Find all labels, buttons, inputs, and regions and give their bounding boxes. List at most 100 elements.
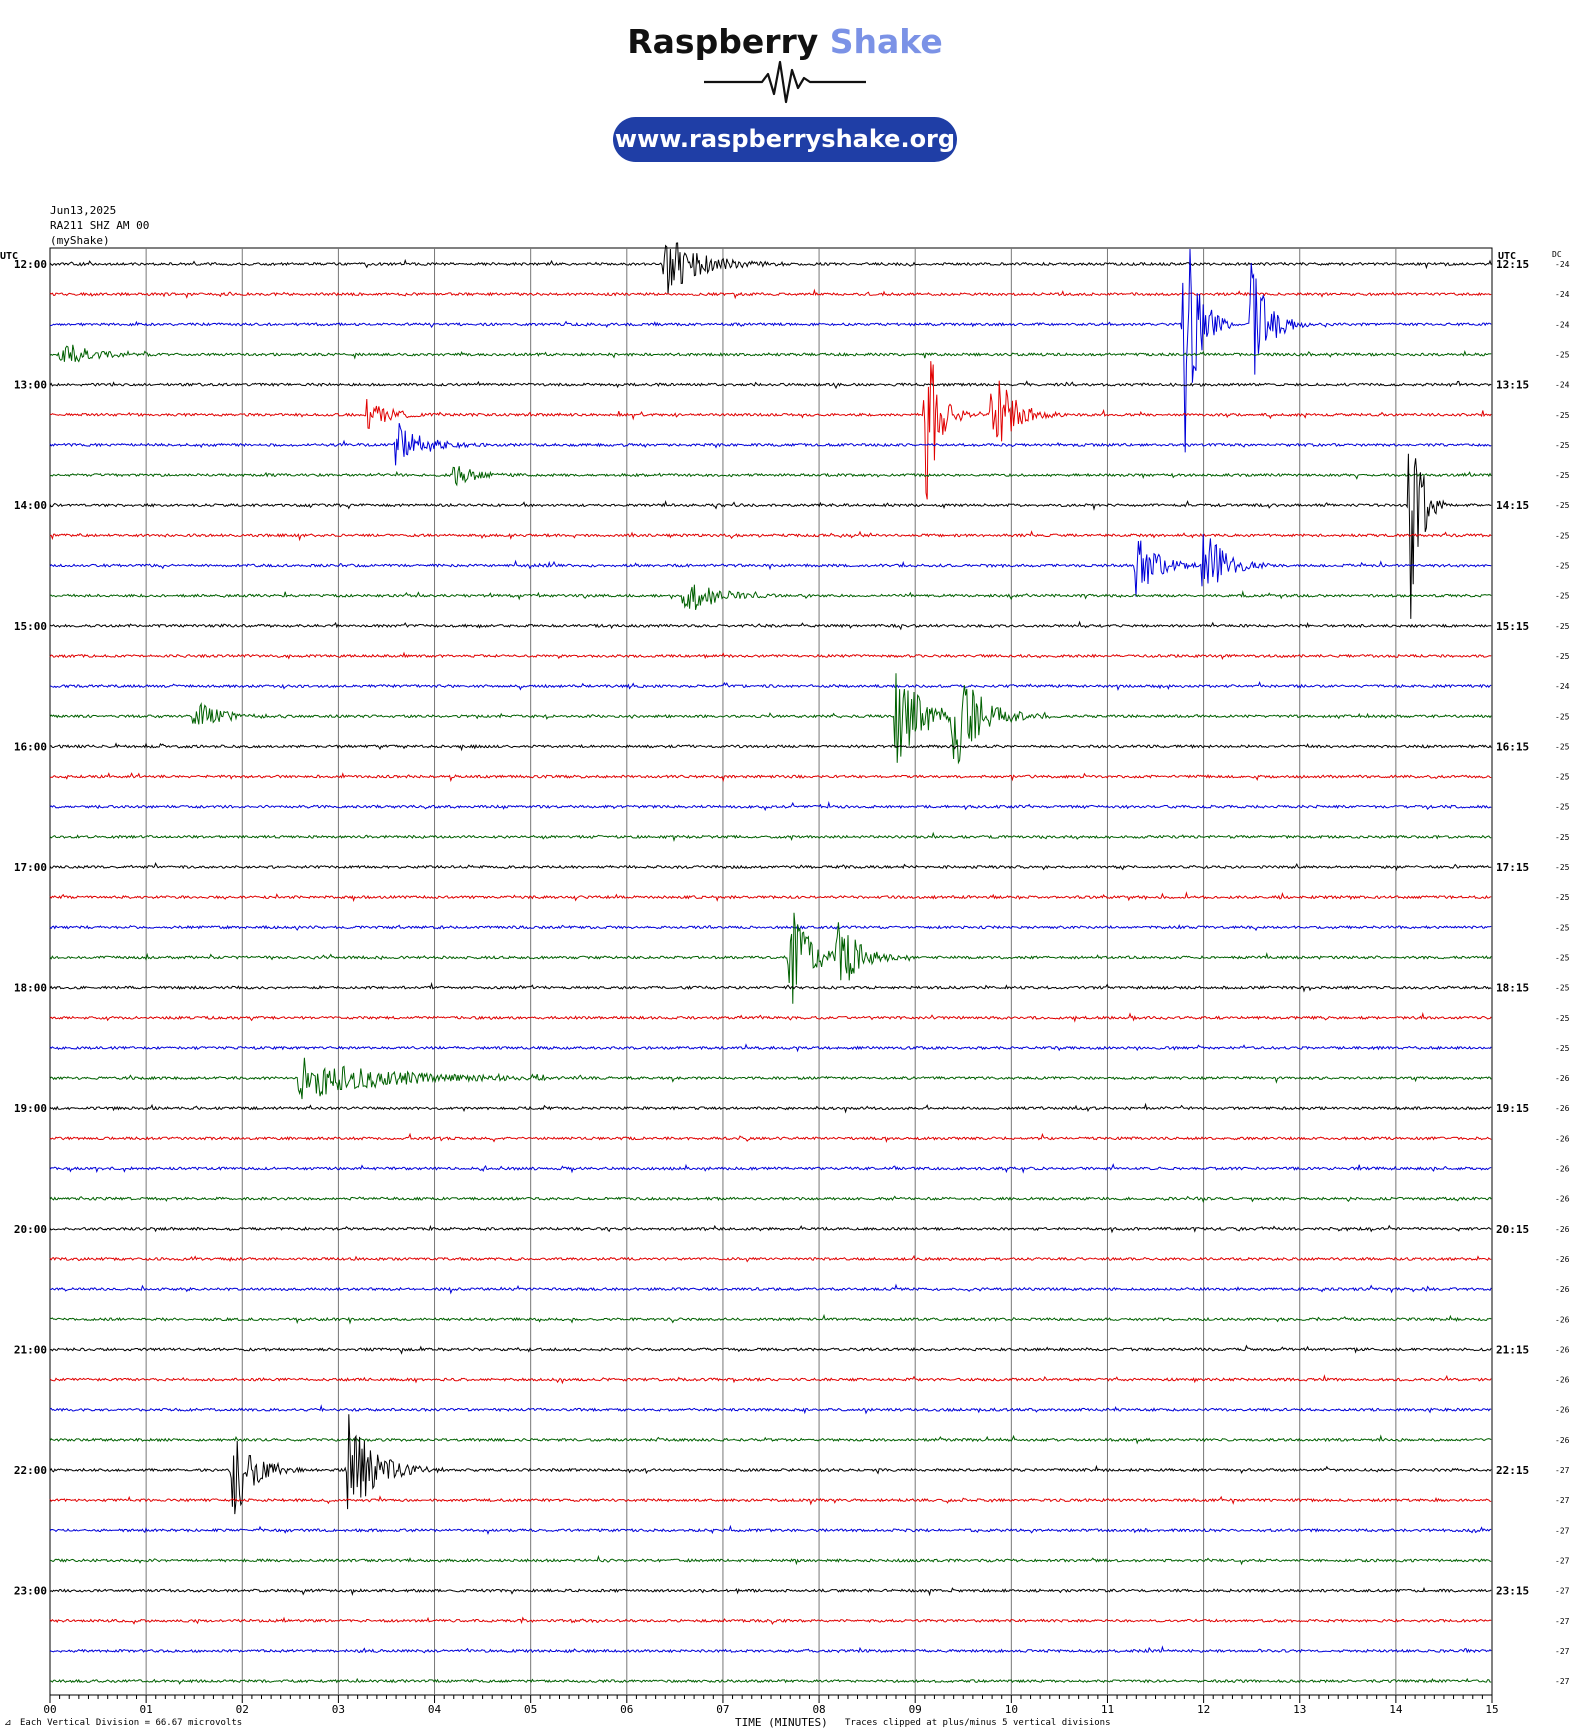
dc-offset-label: -256 [1555,984,1570,993]
scale-note: Each Vertical Division = 66.67 microvolt… [20,1718,243,1728]
brand-name: Raspberry Shake [0,22,1570,61]
dc-offset-label: -271 [1555,1496,1570,1505]
clip-note: Traces clipped at plus/minus 5 vertical … [845,1718,1111,1728]
seismic-trace [49,651,1492,661]
seismic-trace [49,1043,1492,1053]
dc-offset-label: -263 [1555,1255,1570,1264]
seismic-trace [49,1645,1492,1654]
seismic-trace [49,861,1492,872]
x-tick-label: 06 [620,1703,633,1716]
seismic-trace [49,1313,1492,1325]
x-tick-label: 11 [1101,1703,1114,1716]
seismic-trace [49,248,1492,453]
seismic-trace [49,1163,1492,1174]
dc-offset-label: -270 [1555,1466,1570,1475]
seismic-trace [49,1057,1492,1100]
utc-right-label: UTC [1498,251,1516,262]
hour-label-right: 13:15 [1496,379,1529,392]
x-tick-label: 13 [1293,1703,1306,1716]
seismic-trace [49,1524,1492,1536]
seismic-trace [49,1554,1492,1566]
hour-label-right: 16:15 [1496,740,1529,753]
network-label: (myShake) [50,234,110,247]
dc-offset-label: -270 [1555,1587,1570,1596]
dc-offset-label: -268 [1555,1345,1570,1354]
dc-offset-label: -263 [1555,1225,1570,1234]
seismic-trace [49,891,1492,903]
seismic-trace [49,912,1492,1004]
seismic-trace [49,1404,1492,1415]
dc-offset-label: -252 [1555,441,1570,450]
hour-label-right: 15:15 [1496,620,1529,633]
seismograph-logo-icon [704,60,866,104]
brand-header: Raspberry Shake www.raspberryshake.org [0,0,1570,170]
dc-offset-label: -272 [1555,1526,1570,1535]
dc-offset-label: -252 [1555,471,1570,480]
plot-frame [49,247,1493,1696]
x-tick-label: 01 [140,1703,153,1716]
seismic-trace [49,361,1492,500]
seismic-trace [49,1283,1492,1295]
dc-offset-label: -258 [1555,1014,1570,1023]
seismic-trace [49,1011,1492,1023]
seismic-trace [49,1616,1492,1625]
x-tick-label: 14 [1389,1703,1403,1716]
dc-offset-label: -250 [1555,712,1570,721]
dc-offset-label: -268 [1555,1406,1570,1415]
seismic-trace [49,680,1492,692]
hour-label-left: 15:00 [14,620,47,633]
x-tick-label: 03 [332,1703,345,1716]
hour-label-left: 23:00 [14,1585,47,1598]
dc-offset-label: -264 [1555,1285,1570,1294]
dc-offset-label: -270 [1555,1647,1570,1656]
dc-offset-label: -249 [1555,682,1570,691]
hour-label-right: 12:15 [1496,258,1529,271]
x-tick-label: 02 [236,1703,249,1716]
x-tick-label: 12 [1197,1703,1210,1716]
seismic-trace [49,1677,1492,1685]
seismic-trace [49,924,1492,932]
brand-name-part1: Raspberry [627,22,819,61]
hour-label-right: 22:15 [1496,1464,1529,1477]
dc-offset-label: -269 [1555,1376,1570,1385]
seismic-trace [49,800,1492,812]
dc-offset-label: -256 [1555,893,1570,902]
dc-header-label: DC [1552,250,1562,259]
dc-offset-label: -250 [1555,742,1570,751]
seismic-trace [49,242,1492,295]
hour-label-left: 13:00 [14,379,47,392]
seismic-trace [49,380,1492,390]
x-tick-label: 08 [812,1703,825,1716]
seismic-trace [49,584,1492,611]
brand-url-link[interactable]: www.raspberryshake.org [613,117,957,162]
seismic-trace [49,831,1492,842]
dc-offset-label: -255 [1555,833,1570,842]
dc-offset-label: -250 [1555,350,1570,359]
seismic-trace [49,1132,1492,1144]
x-tick-label: 10 [1005,1703,1018,1716]
dc-offset-label: -244 [1555,260,1570,269]
seismic-trace [49,742,1492,752]
dc-offset-label: -260 [1555,1074,1570,1083]
seismic-trace [49,1195,1492,1204]
seismic-trace [49,1587,1492,1597]
x-tick-label: 00 [43,1703,56,1716]
hour-label-right: 18:15 [1496,982,1529,995]
dc-offset-label: -264 [1555,1195,1570,1204]
station-id: RA211 SHZ AM 00 [50,219,150,232]
hour-label-left: 20:00 [14,1223,47,1236]
dc-offset-label: -251 [1555,652,1570,661]
seismic-trace [49,466,1492,487]
dc-offset-label: -266 [1555,1315,1570,1324]
x-tick-label: 07 [716,1703,729,1716]
dc-offset-label: -257 [1555,923,1570,932]
hour-label-right: 14:15 [1496,499,1529,512]
dc-offset-label: -263 [1555,1134,1570,1143]
hour-label-left: 22:00 [14,1464,47,1477]
seismic-trace [49,1495,1492,1506]
dc-offset-label: -270 [1555,1617,1570,1626]
seismic-trace [49,1414,1492,1515]
record-date: Jun13,2025 [50,204,117,217]
hour-label-left: 19:00 [14,1102,47,1115]
dc-offset-label: -250 [1555,501,1570,510]
